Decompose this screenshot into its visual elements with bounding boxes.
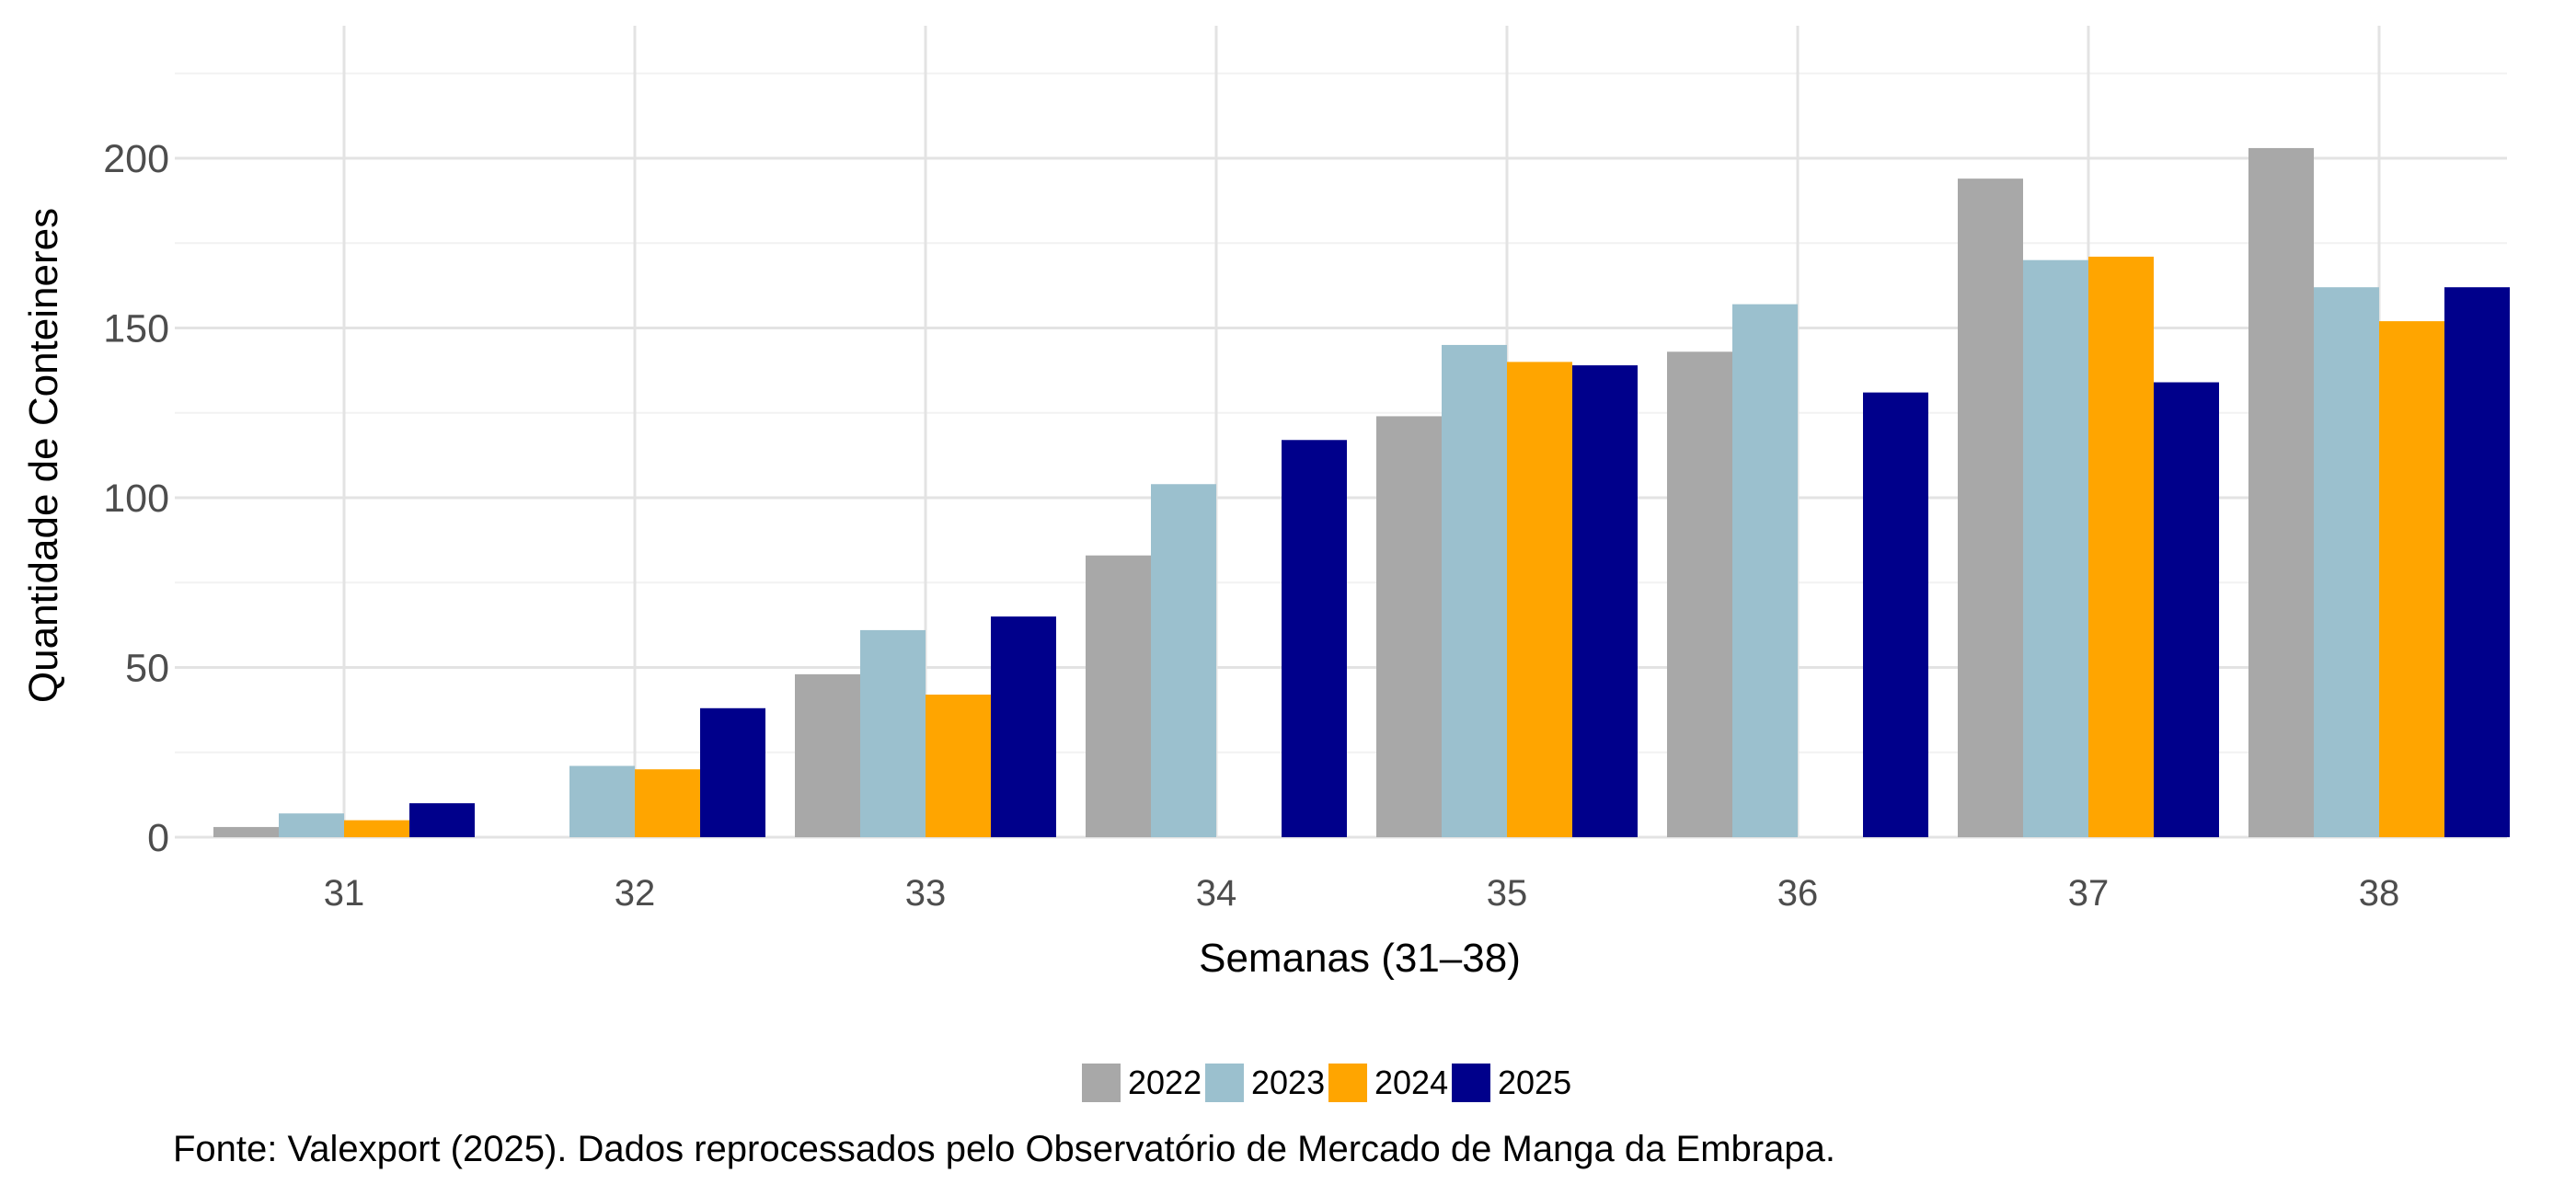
- bar-2022-week-33: [795, 673, 860, 837]
- bar-2023-week-31: [279, 813, 344, 837]
- bar-2023-week-33: [860, 629, 926, 837]
- legend-swatch: [1452, 1064, 1490, 1102]
- bar-2023-week-35: [1442, 344, 1507, 837]
- legend-label: 2025: [1498, 1064, 1571, 1101]
- bar-2025-week-38: [2444, 287, 2510, 838]
- bar-2024-week-31: [344, 820, 409, 837]
- legend-swatch: [1328, 1064, 1367, 1102]
- bar-2024-week-38: [2379, 321, 2444, 837]
- x-tick-label: 36: [1777, 873, 1819, 914]
- bar-2022-week-35: [1376, 416, 1442, 837]
- x-tick-label: 35: [1487, 873, 1528, 914]
- bar-2023-week-37: [2023, 259, 2088, 837]
- y-tick-label: 50: [125, 647, 169, 691]
- legend-label: 2024: [1374, 1064, 1448, 1101]
- bar-2024-week-32: [635, 769, 700, 837]
- legend-item-2024: 2024: [1328, 1064, 1448, 1102]
- bar-2025-week-34: [1282, 440, 1347, 837]
- bar-2025-week-31: [409, 803, 475, 837]
- bar-2023-week-32: [569, 765, 635, 837]
- x-tick-label: 32: [615, 873, 656, 914]
- x-tick-label: 38: [2359, 873, 2400, 914]
- x-axis-ticks: 31 32 33 34 35 36 37 38: [324, 873, 2400, 914]
- y-tick-label: 150: [103, 307, 169, 351]
- bar-2023-week-36: [1732, 304, 1798, 837]
- y-tick-label: 0: [147, 816, 169, 860]
- y-tick-label: 100: [103, 477, 169, 521]
- bar-2025-week-35: [1572, 365, 1638, 838]
- bars: [213, 147, 2510, 838]
- bar-2023-week-34: [1151, 484, 1216, 837]
- bar-2025-week-32: [700, 707, 765, 837]
- bar-2024-week-33: [926, 695, 991, 837]
- bar-2023-week-38: [2314, 287, 2379, 838]
- x-tick-label: 37: [2068, 873, 2110, 914]
- y-tick-label: 200: [103, 137, 169, 181]
- x-axis-title: Semanas (31–38): [1199, 936, 1521, 981]
- y-axis-ticks: 0 50 100 150 200: [103, 137, 169, 860]
- y-axis-title: Quantidade de Conteineres: [21, 208, 66, 703]
- x-tick-label: 31: [324, 873, 365, 914]
- legend-label: 2023: [1251, 1064, 1325, 1101]
- legend-item-2022: 2022: [1082, 1064, 1202, 1102]
- bar-2022-week-36: [1667, 351, 1732, 838]
- x-tick-label: 34: [1196, 873, 1237, 914]
- bar-2022-week-31: [213, 826, 279, 837]
- bar-2024-week-35: [1507, 362, 1572, 837]
- bar-2025-week-37: [2154, 382, 2219, 837]
- legend: 2022 2023 2024 2025: [1082, 1064, 1571, 1102]
- bar-2024-week-37: [2088, 257, 2154, 837]
- bar-2022-week-34: [1086, 555, 1151, 837]
- bar-2022-week-38: [2248, 147, 2314, 837]
- bar-2025-week-33: [991, 616, 1056, 837]
- legend-swatch: [1082, 1064, 1121, 1102]
- legend-item-2025: 2025: [1452, 1064, 1571, 1102]
- x-tick-label: 33: [905, 873, 947, 914]
- bar-2025-week-36: [1863, 392, 1928, 837]
- legend-label: 2022: [1128, 1064, 1202, 1101]
- legend-item-2023: 2023: [1205, 1064, 1325, 1102]
- chart-caption: Fonte: Valexport (2025). Dados reprocess…: [173, 1129, 1835, 1169]
- legend-swatch: [1205, 1064, 1244, 1102]
- bar-2022-week-37: [1958, 178, 2023, 837]
